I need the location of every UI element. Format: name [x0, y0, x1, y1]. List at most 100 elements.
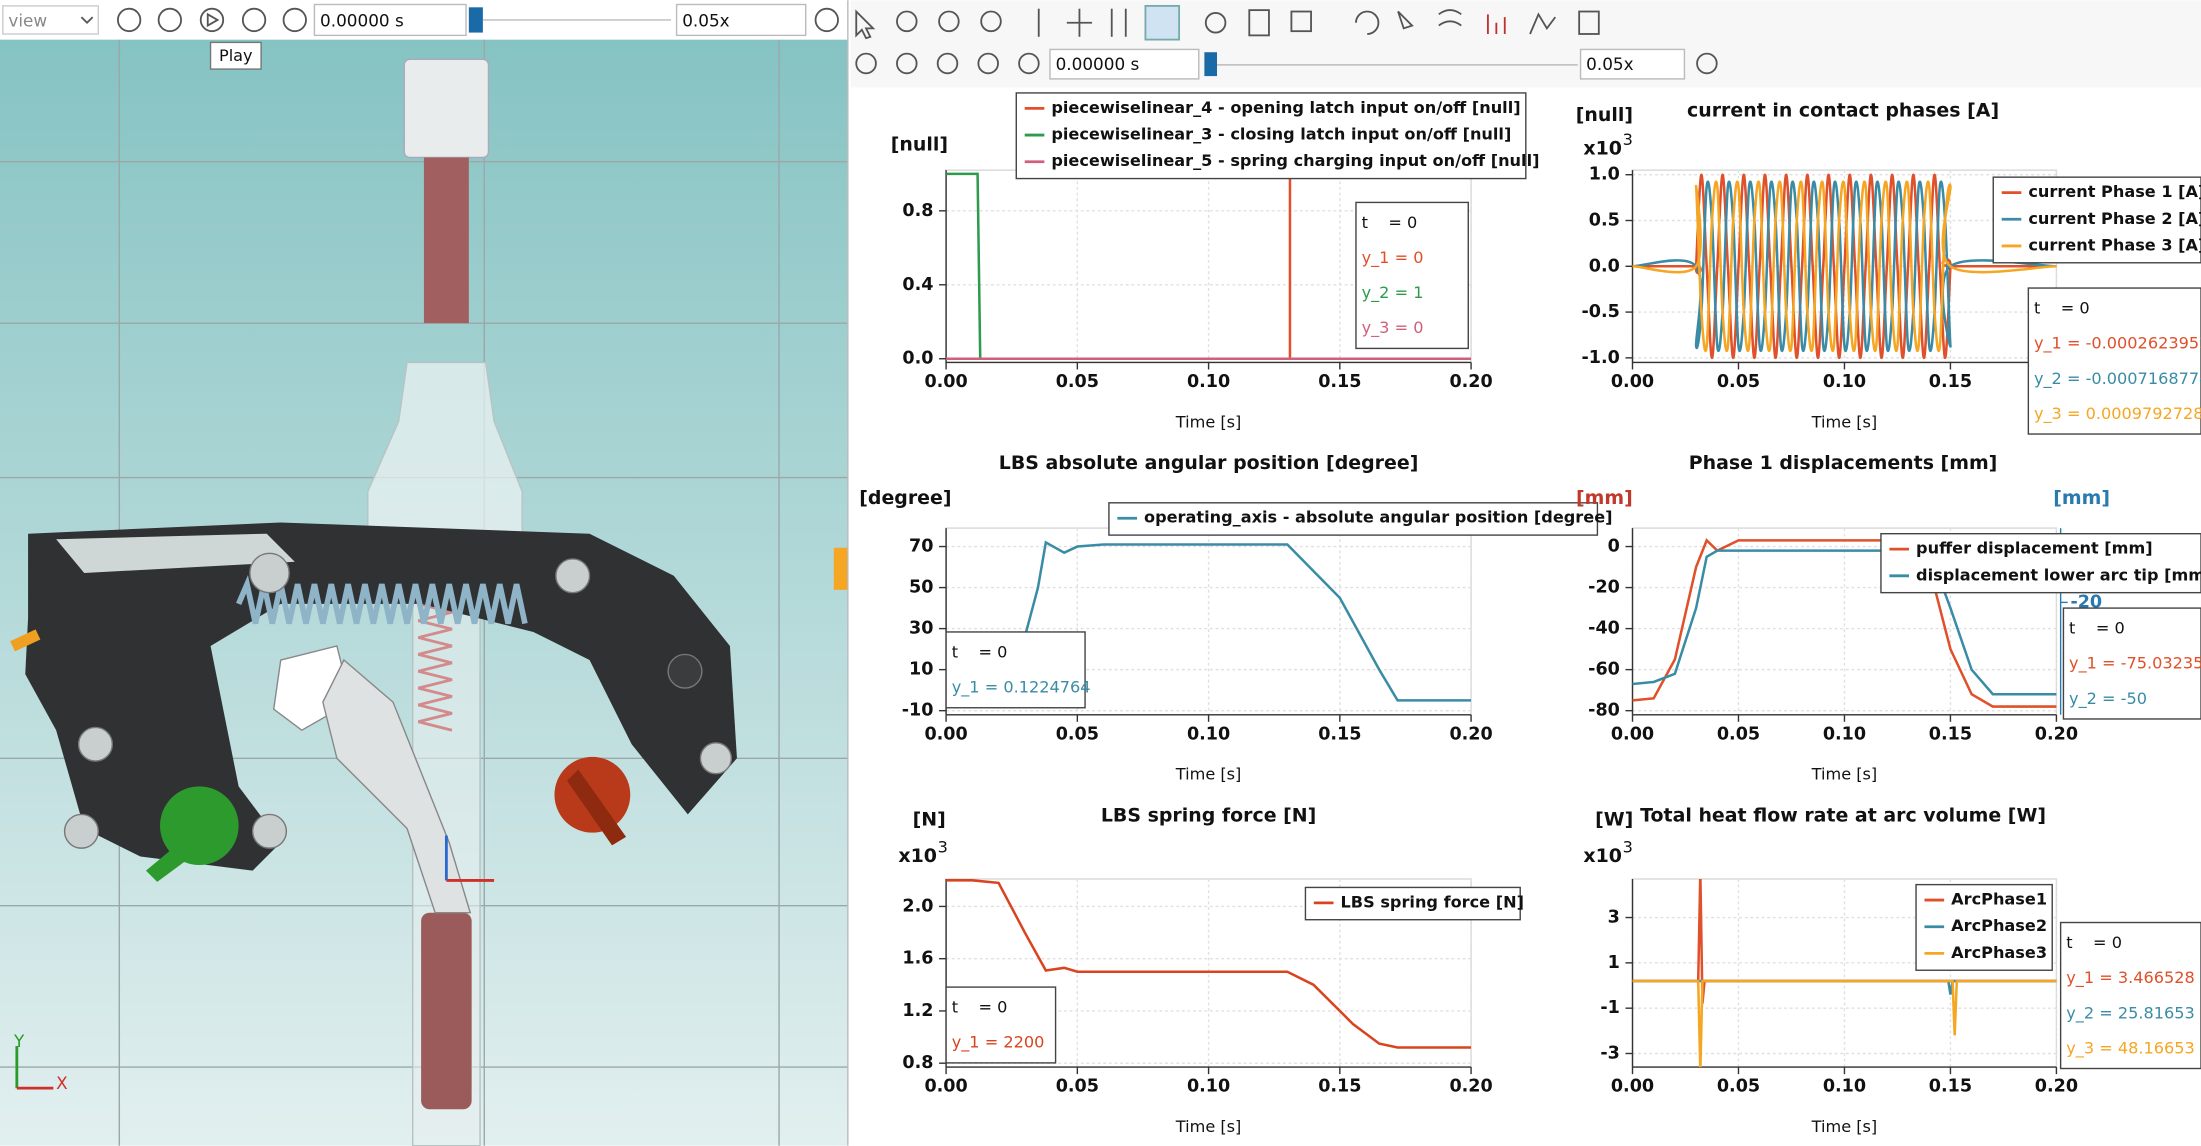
y-tick-label: -60	[1588, 660, 1620, 680]
legend-label: ArcPhase2	[1951, 916, 2047, 935]
legend: puffer displacement [mm]displacement low…	[1881, 534, 2201, 593]
top-contact	[404, 59, 488, 157]
cursor-readout: t = 0y_1 = -75.03235y_2 = -50	[2063, 608, 2201, 719]
page: Y X view 0.00000 s 0.05x Play	[0, 0, 2201, 1146]
cursor-value: y_2 = 1	[1362, 283, 1424, 303]
y-axis-label: [N]	[913, 809, 946, 831]
cursor-readout: t = 0y_1 = 3.466528y_2 = 25.81653y_3 = 4…	[2061, 923, 2201, 1069]
x-tick-label: 0.00	[924, 1077, 967, 1097]
axis-y-label: Y	[13, 1031, 25, 1051]
x-tick-label: 0.00	[1611, 724, 1654, 744]
x-tick-label: 0.15	[1929, 724, 1972, 744]
marker	[834, 548, 848, 590]
legend-label: current Phase 2 [A]	[2028, 209, 2201, 228]
legend-label: LBS spring force [N]	[1341, 892, 1524, 911]
cursor-value: t = 0	[952, 643, 1008, 662]
y-tick-label: -1	[1600, 998, 1619, 1018]
y-scale-exponent: 3	[1623, 838, 1633, 857]
right-toolbar: 0.00000 s 0.05x	[851, 0, 2201, 87]
x-tick-label: 0.15	[1929, 372, 1972, 392]
y-tick-label: 0.0	[1589, 256, 1620, 276]
legend-label: puffer displacement [mm]	[1916, 539, 2153, 558]
y-tick-label: 0	[1608, 537, 1620, 557]
cursor-value: t = 0	[2066, 933, 2122, 952]
y-tick-label: 1	[1608, 953, 1620, 973]
x-tick-label: 0.05	[1717, 1077, 1760, 1097]
y-axis-label: [null]	[1576, 104, 1633, 126]
y-tick-label: 0.0	[902, 349, 933, 369]
cursor-value: y_2 = -0.0007168774	[2034, 369, 2201, 389]
cursor-value: y_1 = -0.0002623953	[2034, 334, 2201, 354]
x-tick-label: 0.05	[1056, 724, 1099, 744]
cursor-value: y_1 = 0	[1362, 248, 1424, 268]
x-tick-label: 0.05	[1717, 724, 1760, 744]
x-tick-label: 0.00	[924, 372, 967, 392]
x-tick-label: 0.05	[1717, 372, 1760, 392]
y-tick-label: -40	[1588, 619, 1620, 639]
cursor-value: y_3 = 0.0009792728	[2034, 404, 2201, 424]
cursor-readout: t = 0 y_1 = 0 y_2 = 1 y_3 = 0	[1356, 202, 1468, 348]
legend-label: ArcPhase1	[1951, 890, 2047, 909]
cursor-readout: t = 0y_1 = 2200	[946, 987, 1055, 1063]
legend-label: piecewiselinear_5 - spring charging inpu…	[1051, 151, 1539, 170]
x-axis-label: Time [s]	[1175, 412, 1242, 431]
legend-label: current Phase 1 [A]	[2028, 182, 2201, 201]
y-tick-label: 70	[909, 537, 933, 557]
x-axis-label: Time [s]	[1811, 765, 1878, 784]
chart-title: current in contact phases [A]	[1687, 100, 1999, 122]
y-tick-label: 0.8	[902, 201, 933, 221]
y-tick-label: -20	[1588, 578, 1620, 598]
y-tick-label: -3	[1600, 1044, 1619, 1064]
x-tick-label: 0.20	[1449, 372, 1492, 392]
cursor-value: t = 0	[2034, 299, 2090, 318]
y-tick-label: 3	[1608, 908, 1620, 928]
x-tick-label: 0.10	[1823, 372, 1866, 392]
legend: LBS spring force [N]	[1305, 887, 1524, 919]
y-tick-label: 10	[909, 660, 933, 680]
x-tick-label: 0.20	[1449, 724, 1492, 744]
x-tick-label: 0.05	[1056, 372, 1099, 392]
x-axis-label: Time [s]	[1811, 412, 1878, 431]
y-tick-label: -1.0	[1582, 348, 1620, 368]
slider-thumb[interactable]	[1204, 52, 1217, 76]
cursor-readout: t = 0 y_1 = 0.1224764	[946, 632, 1090, 708]
3d-view[interactable]: Y X	[0, 40, 848, 1146]
screenshot: Y X view 0.00000 s 0.05x Play	[0, 0, 2201, 1146]
y-tick-label: 1.6	[902, 949, 933, 969]
y-tick-label: 0.8	[902, 1053, 933, 1073]
y-axis-label: [mm]	[1576, 487, 1633, 509]
cursor-value: y_1 = -75.03235	[2069, 654, 2201, 674]
y-tick-label: -0.5	[1582, 302, 1620, 322]
x-tick-label: 0.05	[1056, 1077, 1099, 1097]
x-tick-label: 0.00	[1611, 372, 1654, 392]
y-tick-label: 1.2	[902, 1001, 933, 1021]
time-value: 0.00000 s	[1056, 54, 1140, 74]
x-tick-label: 0.10	[1187, 372, 1230, 392]
y-tick-label: -80	[1588, 701, 1620, 721]
cursor-value: t = 0	[1362, 213, 1418, 232]
y-axis-label: [degree]	[859, 487, 951, 509]
cursor-value: y_3 = 0	[1362, 318, 1424, 338]
cursor-value: y_1 = 0.1224764	[952, 678, 1091, 698]
x-tick-label: 0.10	[1823, 724, 1866, 744]
x-tick-label: 0.15	[1318, 1077, 1361, 1097]
y-tick-label: 50	[909, 578, 933, 598]
y-tick-label: 0.5	[1589, 211, 1620, 231]
legend-label: operating_axis - absolute angular positi…	[1144, 508, 1613, 527]
slider-thumb[interactable]	[469, 7, 483, 32]
y-scale-label: x10	[898, 845, 937, 867]
y-tick-label: 0.4	[902, 275, 933, 295]
x-tick-label: 0.15	[1318, 372, 1361, 392]
axis-x-label: X	[56, 1073, 68, 1093]
y-scale-exponent: 3	[938, 838, 948, 857]
legend-label: piecewiselinear_3 - closing latch input …	[1051, 125, 1511, 144]
legend-label: piecewiselinear_4 - opening latch input …	[1051, 98, 1520, 117]
view-label: view	[8, 10, 47, 30]
x-tick-label: 0.10	[1823, 1077, 1866, 1097]
x-tick-label: 0.00	[924, 724, 967, 744]
cursor-readout: t = 0 y_1 = -0.0002623953 y_2 = -0.0007168…	[2028, 288, 2201, 434]
y-tick-label: 1.0	[1589, 165, 1620, 185]
cursor-value: y_1 = 2200	[952, 1033, 1045, 1053]
x-tick-label: 0.10	[1187, 724, 1230, 744]
y-axis-label: [W]	[1595, 809, 1633, 831]
